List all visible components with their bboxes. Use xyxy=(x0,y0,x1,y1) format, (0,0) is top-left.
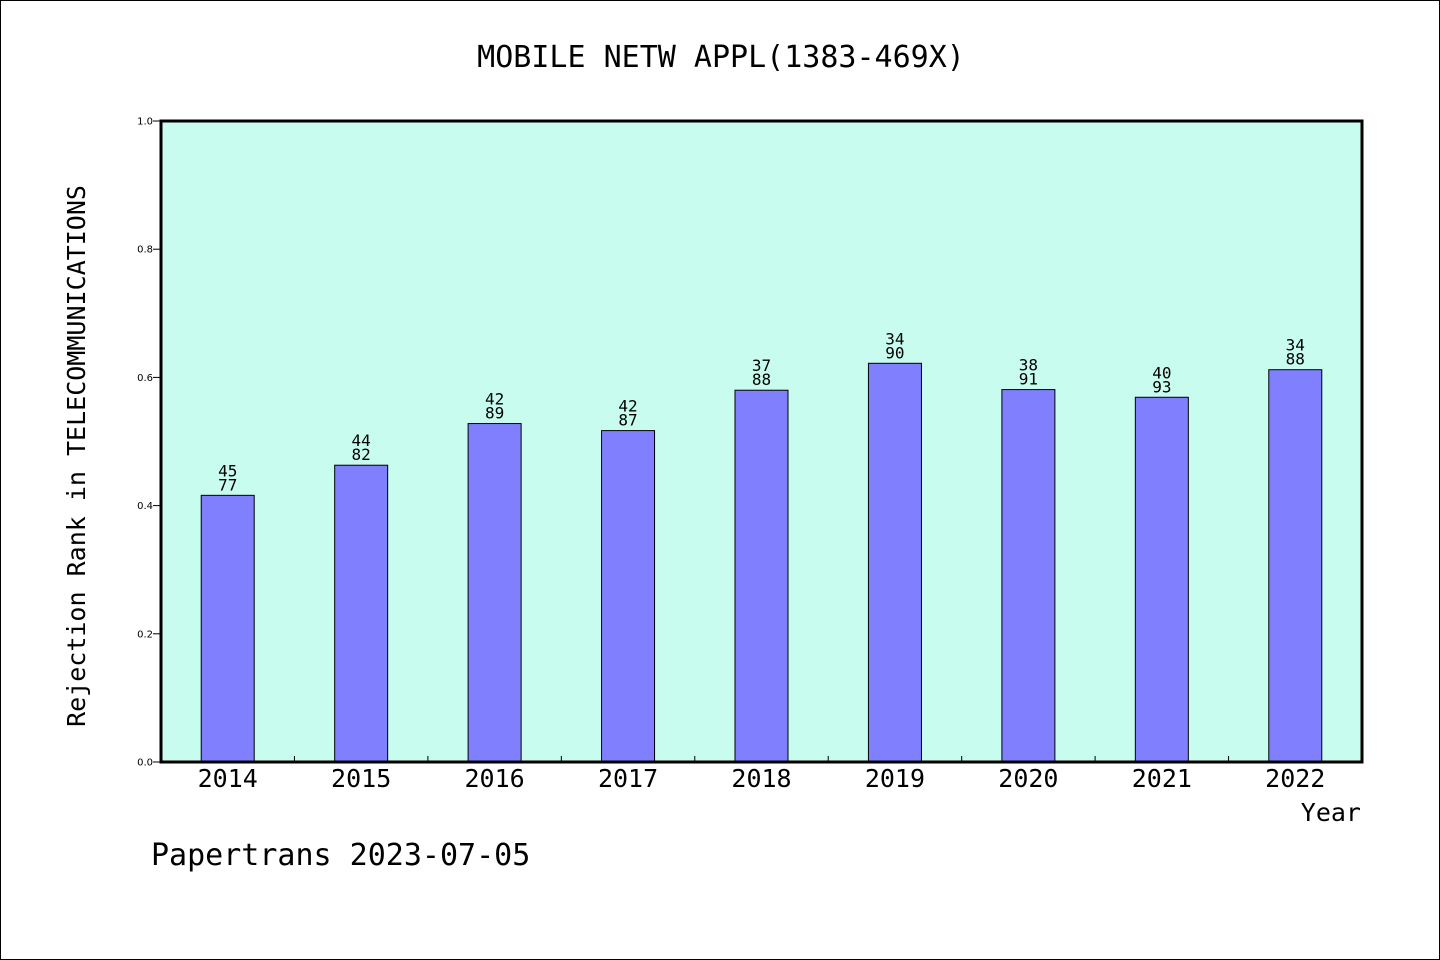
x-tick-label: 2020 xyxy=(998,764,1058,793)
bar-label-upper: 37 xyxy=(752,356,771,375)
bar-label-lower: 88 xyxy=(752,370,771,389)
bar-2021 xyxy=(1134,396,1189,763)
y-tick-label: 0.4 xyxy=(137,501,153,512)
bar-label-upper: 45 xyxy=(218,461,237,480)
bar-2018 xyxy=(734,389,789,763)
bar-2019 xyxy=(867,362,922,763)
x-axis: 2014 2015 2016 2017 2018 2019 2020 2021 2022 xyxy=(198,756,1325,793)
y-tick-label: 0.6 xyxy=(137,373,153,384)
bar-2015 xyxy=(334,464,389,763)
plot-border xyxy=(159,119,1364,764)
y-tick-label: 0.8 xyxy=(137,245,153,256)
y-axis: 0.0 0.2 0.4 0.6 0.8 1.0 xyxy=(137,117,161,769)
bar-label-upper: 42 xyxy=(618,397,637,416)
x-tick-label: 2019 xyxy=(865,764,925,793)
x-tick-label: 2022 xyxy=(1265,764,1325,793)
bar-label-upper: 42 xyxy=(485,390,504,409)
bar-label-upper: 40 xyxy=(1152,363,1171,382)
x-tick-label: 2016 xyxy=(465,764,525,793)
x-tick-label: 2017 xyxy=(598,764,658,793)
bar-label-lower: 91 xyxy=(1019,370,1038,389)
y-axis-title: Rejection Rank in TELECOMMUNICATIONS xyxy=(62,185,91,727)
bar-label-upper: 38 xyxy=(1019,356,1038,375)
bar-label-upper: 34 xyxy=(1286,336,1305,355)
bar-2017 xyxy=(601,430,656,763)
y-tick-label: 1.0 xyxy=(137,117,153,128)
bar-label-upper: 44 xyxy=(352,431,371,450)
x-tick-label: 2021 xyxy=(1132,764,1192,793)
y-tick-label: 0.0 xyxy=(137,758,153,769)
bar-label-lower: 93 xyxy=(1152,377,1171,396)
chart-title: MOBILE NETW APPL(1383-469X) xyxy=(477,40,965,75)
bar-label-lower: 89 xyxy=(485,404,504,423)
x-tick-label: 2018 xyxy=(731,764,791,793)
bar-label-upper: 34 xyxy=(885,329,904,348)
bar-label-lower: 88 xyxy=(1286,350,1305,369)
bar-label-lower: 82 xyxy=(352,445,371,464)
footer-date-stamp: Papertrans 2023-07-05 xyxy=(151,838,530,873)
y-tick-label: 0.2 xyxy=(137,629,153,640)
bar-label-lower: 87 xyxy=(618,411,637,430)
x-axis-title: Year xyxy=(1301,798,1361,827)
bar-2014 xyxy=(200,494,255,763)
bar-2016 xyxy=(467,423,522,763)
bar-2020 xyxy=(1001,389,1056,763)
bar-label-lower: 77 xyxy=(218,475,237,494)
x-tick-label: 2015 xyxy=(331,764,391,793)
bar-label-lower: 90 xyxy=(885,343,904,362)
bar-2022 xyxy=(1268,369,1323,763)
x-tick-label: 2014 xyxy=(198,764,258,793)
